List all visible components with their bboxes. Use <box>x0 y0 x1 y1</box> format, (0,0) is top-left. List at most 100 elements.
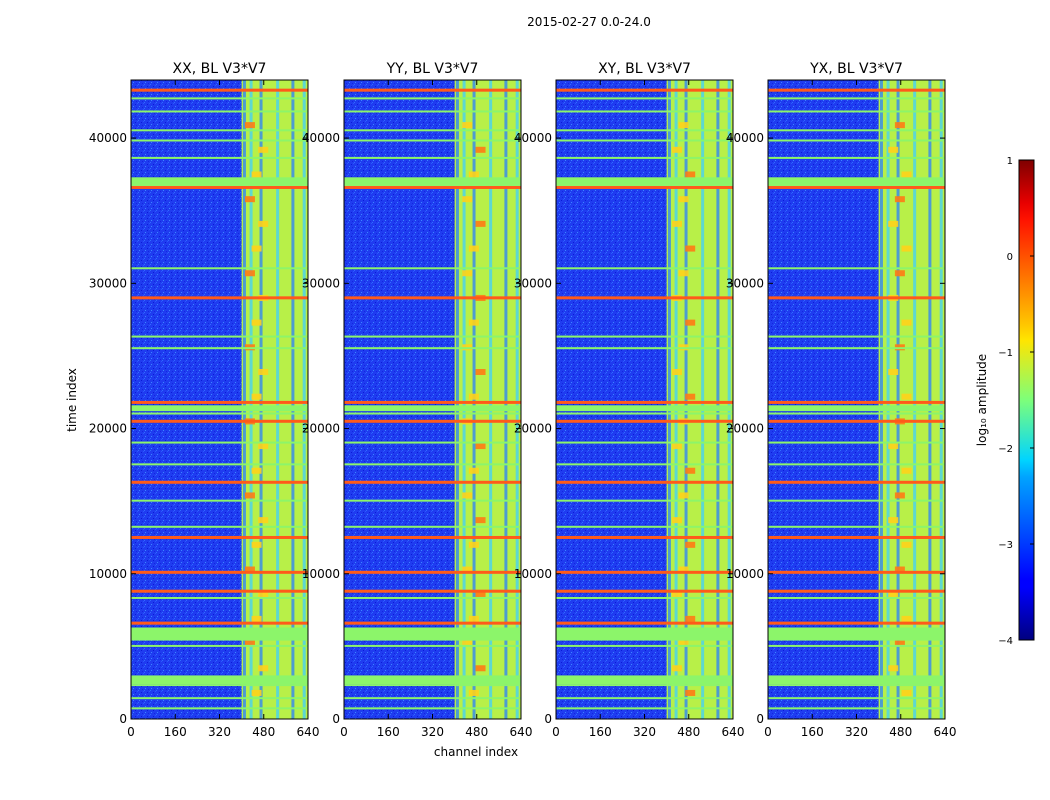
colorbar-tick-label: 0 <box>1007 252 1013 263</box>
y-tick-label: 40000 <box>726 131 764 145</box>
flag-row <box>556 644 733 647</box>
rfi-stripe <box>489 80 493 719</box>
flag-row <box>344 499 521 502</box>
rfi-hotspot <box>251 245 262 252</box>
rfi-stripe <box>727 80 731 719</box>
flag-row <box>344 525 521 528</box>
rfi-hotspot <box>685 393 696 400</box>
x-tick-label: 0 <box>552 725 560 739</box>
rfi-hotspot <box>894 122 905 129</box>
rfi-hotspot <box>894 640 905 647</box>
rfi-hotspot <box>251 615 262 622</box>
panel-4: YX, BL V3*V7 0 160 320 480 640 0 10000 20000 3000… <box>726 61 957 739</box>
flag-row <box>556 267 733 270</box>
rfi-stripe <box>455 80 459 719</box>
flag-row <box>556 88 733 92</box>
rfi-stripe <box>276 80 280 719</box>
rfi-hotspot <box>475 369 486 376</box>
rfi-hotspot <box>251 467 262 474</box>
flag-row <box>768 570 945 574</box>
rfi-stripe <box>701 80 705 719</box>
flag-row <box>556 596 733 599</box>
flag-row <box>556 707 733 710</box>
flag-row <box>131 267 308 270</box>
flag-block <box>344 627 521 641</box>
flag-row <box>344 419 521 423</box>
rfi-stripe <box>462 80 466 719</box>
flag-block <box>131 675 308 685</box>
rfi-hotspot <box>671 369 682 376</box>
rfi-hotspot <box>901 245 912 252</box>
x-tick-label: 160 <box>801 725 824 739</box>
flag-row <box>344 296 521 300</box>
y-tick-label: 40000 <box>89 131 127 145</box>
rfi-hotspot <box>258 665 269 672</box>
rfi-stripe <box>928 80 932 719</box>
rfi-hotspot <box>258 443 269 450</box>
flag-row <box>131 621 308 625</box>
y-tick-label: 0 <box>332 712 340 726</box>
flag-row <box>131 88 308 92</box>
panel-1: XX, BL V3*V7 0 160 320 480 640 0 10000 20000 3000… <box>89 61 320 739</box>
flag-row <box>768 139 945 142</box>
rfi-stripe <box>674 80 678 719</box>
flag-row <box>131 156 308 159</box>
rfi-stripe <box>291 80 295 719</box>
flag-row <box>131 697 308 700</box>
x-tick-label: 0 <box>340 725 348 739</box>
rfi-stripe <box>249 80 253 719</box>
y-tick-label: 30000 <box>726 276 764 290</box>
rfi-hotspot <box>671 146 682 153</box>
y-tick-label: 30000 <box>302 276 340 290</box>
rfi-stripe <box>716 80 720 719</box>
rfi-hotspot <box>678 270 689 277</box>
flag-row <box>556 463 733 466</box>
flag-block <box>131 177 308 187</box>
rfi-hotspot <box>475 220 486 227</box>
flag-row <box>344 335 521 338</box>
rfi-hotspot <box>244 122 255 129</box>
rfi-hotspot <box>468 245 479 252</box>
rfi-hotspot <box>462 196 473 203</box>
flag-row <box>556 412 733 415</box>
flag-row <box>344 156 521 159</box>
flag-block <box>556 627 733 641</box>
rfi-stripe <box>667 80 671 719</box>
flag-row <box>768 129 945 132</box>
rfi-hotspot <box>475 443 486 450</box>
y-tick-label: 0 <box>544 712 552 726</box>
flag-row <box>768 97 945 100</box>
flag-row <box>556 296 733 300</box>
flag-row <box>556 400 733 404</box>
flag-row <box>556 499 733 502</box>
rfi-hotspot <box>468 541 479 548</box>
rfi-hotspot <box>251 393 262 400</box>
flag-row <box>768 441 945 444</box>
flag-row <box>344 596 521 599</box>
y-tick-label: 10000 <box>302 567 340 581</box>
flag-row <box>344 463 521 466</box>
rfi-hotspot <box>462 492 473 499</box>
flag-row <box>131 644 308 647</box>
x-tick-label: 480 <box>252 725 275 739</box>
flag-row <box>344 441 521 444</box>
flag-row <box>344 480 521 484</box>
flag-row <box>768 596 945 599</box>
rfi-hotspot <box>671 443 682 450</box>
y-tick-label: 30000 <box>514 276 552 290</box>
rfi-hotspot <box>468 319 479 326</box>
rfi-hotspot <box>901 171 912 178</box>
flag-row <box>768 335 945 338</box>
y-tick-label: 10000 <box>89 567 127 581</box>
rfi-hotspot <box>462 640 473 647</box>
rfi-hotspot <box>901 319 912 326</box>
x-tick-label: 160 <box>164 725 187 739</box>
rfi-hotspot <box>685 171 696 178</box>
flag-block <box>768 177 945 187</box>
x-tick-label: 320 <box>633 725 656 739</box>
y-axis-label: time index <box>65 368 79 432</box>
flag-row <box>131 412 308 415</box>
rfi-hotspot <box>244 492 255 499</box>
flag-row <box>344 589 521 593</box>
flag-row <box>344 88 521 92</box>
